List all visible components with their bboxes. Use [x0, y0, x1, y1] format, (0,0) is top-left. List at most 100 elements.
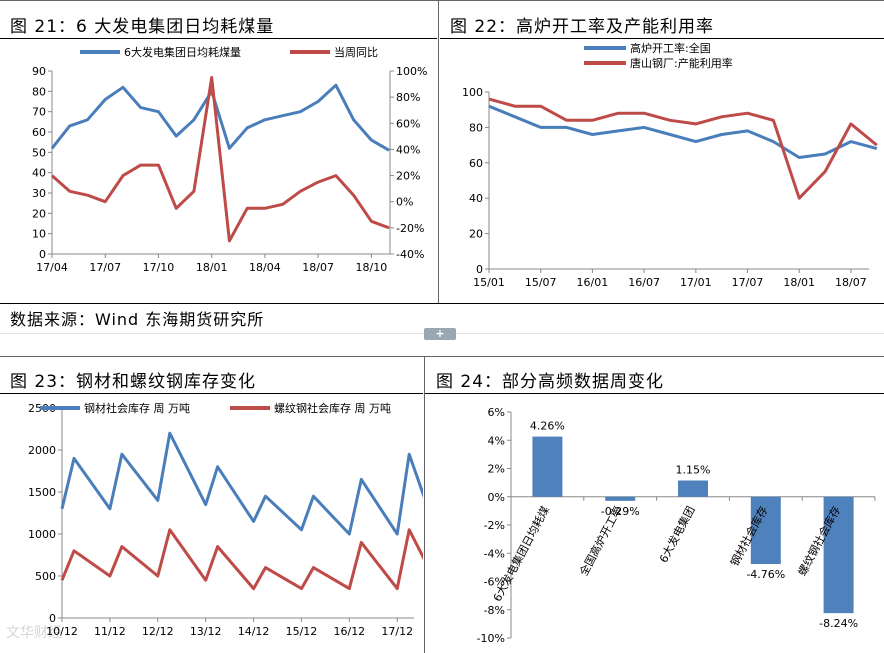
x-tick-label: 17/07 — [89, 261, 121, 274]
y-tick-label: 0% — [488, 491, 505, 504]
chart-24: -10%-8%-6%-4%-2%0%2%4%6%4.26%6大发电集团日均耗煤 -… — [477, 406, 876, 645]
category-label: 6大发电集团 — [656, 504, 697, 565]
title-underline-24 — [425, 393, 884, 394]
y-tick-label: -8% — [484, 604, 505, 617]
chart-title-24: 图 24：部分高频数据周变化 — [436, 372, 665, 392]
bar — [823, 496, 854, 614]
series-line — [60, 528, 423, 591]
legend-label: 唐山钢厂:产能利用率 — [630, 56, 733, 70]
y-right-tick-label: 60% — [396, 117, 420, 130]
chart-22: 0 20 40 60 80 100 15/01 15/07 16/01 16/07 17/01 17/… — [462, 41, 878, 289]
y-tick-label: 10 — [32, 228, 46, 241]
chart-title-21: 图 21：6 大发电集团日均耗煤量 — [10, 17, 275, 37]
y-tick-label: 0 — [476, 263, 483, 276]
y-tick-label: -4% — [484, 547, 505, 560]
x-tick-label: 10/12 — [46, 625, 78, 638]
title-underline-22 — [440, 38, 884, 39]
chart-title-23: 图 23：钢材和螺纹钢库存变化 — [10, 372, 257, 392]
data-label: 4.26% — [530, 420, 565, 433]
x-tick-label: 14/12 — [238, 625, 270, 638]
y-tick-label: 0 — [49, 612, 56, 625]
title-underline-23 — [0, 393, 423, 394]
y-tick-label: 6% — [488, 406, 505, 419]
lower-top-border — [0, 356, 884, 357]
panel-divider-lower — [424, 356, 425, 653]
x-tick-label: 16/07 — [628, 276, 660, 289]
legend-label: 螺纹钢社会库存 周 万吨 — [274, 401, 391, 415]
y-right-tick-label: 80% — [396, 91, 420, 104]
y-tick-label: 30 — [32, 187, 46, 200]
title-underline-21 — [0, 38, 437, 39]
x-tick-label: 12/12 — [142, 625, 174, 638]
expand-button[interactable]: + — [424, 328, 456, 340]
y-tick-label: 4% — [488, 434, 505, 447]
data-label: -0.29% — [601, 505, 640, 518]
y-tick-label: 40 — [32, 167, 46, 180]
x-tick-label: 18/07 — [835, 276, 867, 289]
upper-bottom-border — [0, 303, 884, 304]
y-tick-label: 2% — [488, 463, 505, 476]
y-right-tick-label: 0% — [396, 196, 413, 209]
y-right-tick-label: 20% — [396, 170, 420, 183]
y-tick-label: 20 — [32, 207, 46, 220]
x-tick-label: 18/10 — [356, 261, 388, 274]
panel-divider-upper — [438, 0, 439, 303]
bar — [532, 436, 563, 497]
series-line — [488, 104, 878, 159]
series-line — [60, 431, 423, 536]
y-right-tick-label: 40% — [396, 143, 420, 156]
y-tick-label: 80 — [469, 121, 483, 134]
x-tick-label: 18/01 — [196, 261, 228, 274]
y-right-tick-label: -20% — [396, 222, 424, 235]
y-tick-label: 40 — [469, 192, 483, 205]
chart-title-22: 图 22：高炉开工率及产能利用率 — [450, 17, 715, 37]
y-tick-label: 2000 — [28, 444, 56, 457]
chart-21: 0 10 20 30 40 50 60 70 80 90 -40% -20% 0% 20% 40% 60% 80… — [32, 45, 427, 274]
x-tick-label: 15/12 — [286, 625, 318, 638]
watermark: 文华财经 — [6, 625, 62, 641]
y-tick-label: -10% — [477, 632, 505, 645]
x-tick-label: 17/04 — [36, 261, 68, 274]
x-tick-label: 15/07 — [525, 276, 557, 289]
y-tick-label: 1000 — [28, 528, 56, 541]
y-tick-label: 80 — [32, 85, 46, 98]
top-border — [0, 0, 884, 1]
y-right-tick-label: 100% — [396, 65, 427, 78]
y-tick-label: 50 — [32, 146, 46, 159]
x-tick-label: 15/01 — [473, 276, 505, 289]
bar — [678, 480, 708, 497]
bar — [750, 496, 781, 564]
y-tick-label: 90 — [32, 65, 46, 78]
legend-label: 6大发电集团日均耗煤量 — [124, 45, 241, 59]
y-tick-label: 0 — [39, 248, 46, 261]
y-tick-label: -2% — [484, 519, 505, 532]
x-tick-label: 11/12 — [94, 625, 126, 638]
series-line — [488, 97, 878, 200]
y-right-tick-label: -40% — [396, 248, 424, 261]
y-tick-label: 500 — [35, 570, 56, 583]
x-tick-label: 16/12 — [333, 625, 365, 638]
legend-label: 钢材社会库存 周 万吨 — [84, 401, 190, 415]
x-tick-label: 17/10 — [143, 261, 175, 274]
y-tick-label: 20 — [469, 228, 483, 241]
y-tick-label: 1500 — [28, 486, 56, 499]
x-tick-label: 16/01 — [577, 276, 609, 289]
x-tick-label: 18/07 — [302, 261, 334, 274]
legend-label: 当周同比 — [334, 45, 378, 59]
x-tick-label: 18/01 — [783, 276, 815, 289]
y-tick-label: 100 — [462, 86, 483, 99]
data-label: -8.24% — [819, 617, 858, 630]
y-tick-label: 60 — [469, 157, 483, 170]
y-tick-label: 70 — [32, 106, 46, 119]
chart-23: 0500100015002000250010/1211/1212/1213/12… — [28, 401, 423, 638]
x-tick-label: 18/04 — [249, 261, 281, 274]
series-line — [50, 83, 390, 152]
data-label: 1.15% — [676, 464, 711, 477]
x-tick-label: 13/12 — [190, 625, 222, 638]
x-tick-label: 17/07 — [732, 276, 764, 289]
bar — [605, 496, 636, 501]
data-label: -4.76% — [746, 568, 785, 581]
y-tick-label: -6% — [484, 576, 505, 589]
legend-label: 高炉开工率:全国 — [630, 41, 711, 55]
x-tick-label: 17/01 — [680, 276, 712, 289]
